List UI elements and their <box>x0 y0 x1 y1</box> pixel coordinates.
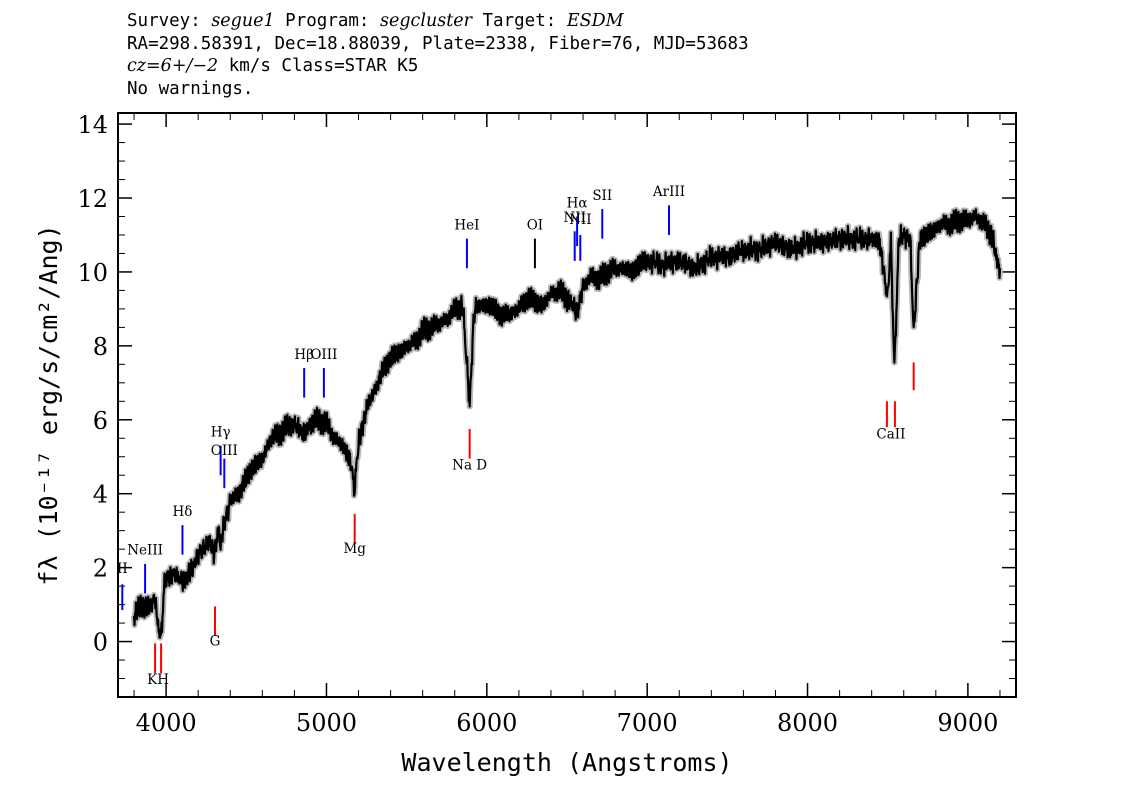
x-axis-title: Wavelength (Angstroms) <box>401 748 732 777</box>
marker-na-d-label: Na D <box>452 458 487 474</box>
y-tick-label: 12 <box>77 185 108 213</box>
survey-label: Survey: <box>127 11 201 31</box>
marker-oi-label: OI <box>527 217 543 233</box>
marker-h--label: Hβ <box>294 347 314 363</box>
y-axis-title: fλ (10⁻¹⁷ erg/s/cm²/Ang) <box>34 224 63 585</box>
program-value: segcluster <box>380 11 472 31</box>
x-tick-label: 7000 <box>617 709 678 737</box>
marker-ii-label: II <box>117 561 128 577</box>
header-line-3: cz=6+/−2 km/s Class=STAR K5 <box>127 55 749 78</box>
marker-nii-label: NII <box>569 212 591 228</box>
axis-ticks <box>118 113 1016 697</box>
y-tick-label: 14 <box>77 111 108 139</box>
marker-caii-label: CaII <box>876 426 905 442</box>
header-line-2: RA=298.58391, Dec=18.88039, Plate=2338, … <box>127 33 749 54</box>
redshift-unit: km/s <box>218 56 271 76</box>
redshift-value: cz=6+/−2 <box>127 56 219 76</box>
program-label: Program: <box>285 11 370 31</box>
marker-hei-label: HeI <box>454 217 479 233</box>
x-tick-label: 9000 <box>937 709 998 737</box>
y-tick-label: 0 <box>93 629 108 657</box>
marker-neiii-label: NeIII <box>127 543 163 559</box>
y-tick-label: 8 <box>93 333 108 361</box>
target-value: ESDM <box>566 11 624 31</box>
x-tick-label: 6000 <box>456 709 517 737</box>
spectrum-header: Survey: segue1 Program: segcluster Targe… <box>127 10 749 100</box>
flux-error-path <box>131 206 1003 641</box>
y-tick-label: 2 <box>93 555 108 583</box>
y-tick-label: 10 <box>77 259 108 287</box>
target-label: Target: <box>482 11 557 31</box>
flux-error-band <box>131 206 1003 641</box>
flux-series <box>132 208 1002 639</box>
marker-g-label: G <box>210 633 221 649</box>
y-tick-label: 6 <box>93 407 108 435</box>
header-line-1: Survey: segue1 Program: segcluster Targe… <box>127 10 749 33</box>
marker-nii-label: NII <box>563 210 585 226</box>
marker-sii-label: SII <box>592 188 612 204</box>
x-tick-label: 4000 <box>136 709 197 737</box>
header-line-4: No warnings. <box>127 78 254 99</box>
marker-mg-label: Mg <box>343 541 366 557</box>
plot-frame <box>117 112 1017 698</box>
marker-ariii-label: ArIII <box>652 184 685 200</box>
tick-labels: 4000 5000 6000 7000 8000 9000 0 2 4 6 8 10 12 14 <box>77 111 998 737</box>
marker-oiii-label: OIII <box>211 443 238 459</box>
marker-oiii-label: OIII <box>310 347 337 363</box>
marker-kh-label: KH <box>147 672 169 688</box>
x-tick-label: 5000 <box>296 709 357 737</box>
marker-h--label: Hδ <box>173 504 193 520</box>
flux-line <box>132 208 1002 639</box>
class-text: Class=STAR K5 <box>270 56 419 76</box>
y-tick-label: 4 <box>93 481 108 509</box>
marker-h--label: Hγ <box>211 424 231 440</box>
survey-value: segue1 <box>211 11 275 31</box>
x-tick-label: 8000 <box>777 709 838 737</box>
marker-h--label: Hα <box>567 195 588 211</box>
